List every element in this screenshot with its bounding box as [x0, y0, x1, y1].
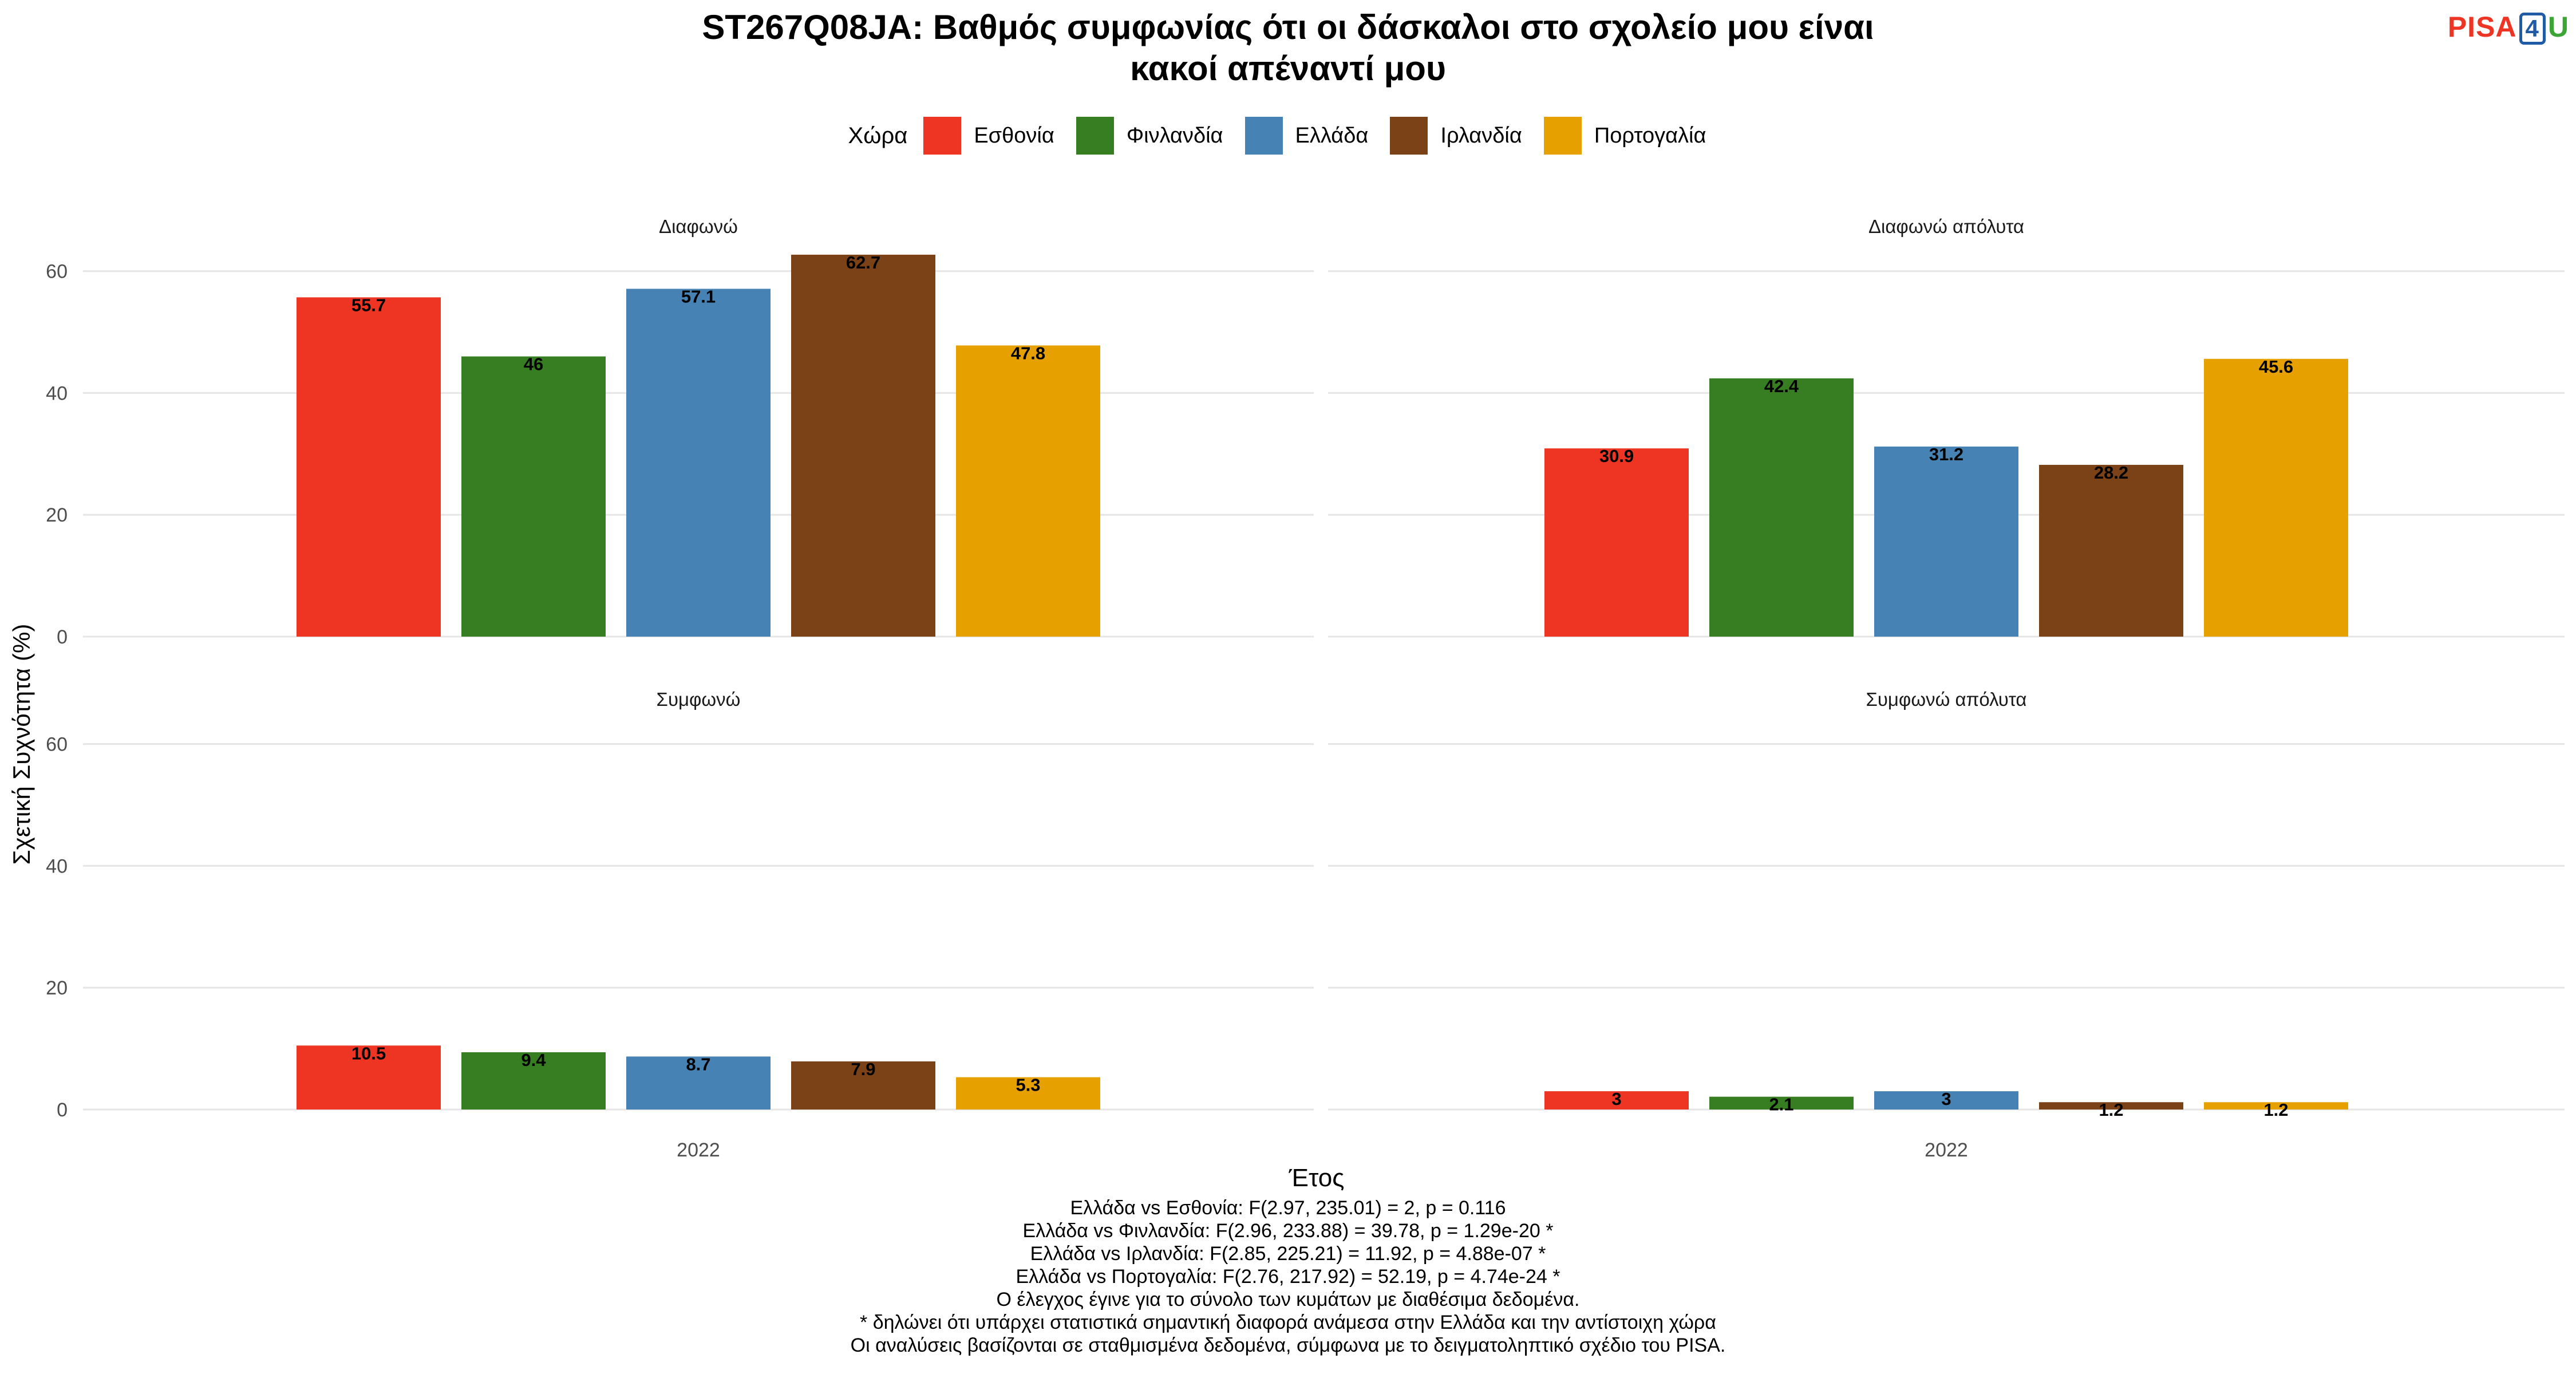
footer-line: Ελλάδα vs Εσθονία: F(2.97, 235.01) = 2, … [1070, 1197, 1506, 1219]
bar-value-label: 57.1 [681, 286, 716, 306]
bar-value-label: 46 [524, 354, 543, 374]
bar-value-label: 1.2 [2263, 1100, 2288, 1120]
chart-title: ST267Q08JA: Βαθμός συμφωνίας ότι οι δάσκ… [0, 7, 2576, 89]
bar-value-label: 9.4 [521, 1050, 546, 1070]
logo-pisa-text: PISA [2447, 11, 2517, 43]
bar [1544, 448, 1689, 637]
panel-title: Διαφωνώ απόλυτα [1868, 216, 2024, 237]
bar-value-label: 55.7 [351, 295, 386, 315]
legend-item: Ιρλανδία [1390, 117, 1526, 155]
bar-value-label: 30.9 [1599, 446, 1634, 466]
bar [1544, 1091, 1689, 1110]
bar-value-label: 8.7 [686, 1054, 710, 1074]
legend-label: Εσθονία [974, 123, 1054, 148]
bar-value-label: 1.2 [2099, 1100, 2123, 1120]
footer-line: Οι αναλύσεις βασίζονται σε σταθμισμένα δ… [850, 1334, 1726, 1356]
bar [2039, 464, 2183, 637]
y-axis-title: Σχετική Συχνότητα (%) [8, 624, 35, 865]
panel-title: Διαφωνώ [659, 216, 738, 237]
chart-footer: Ελλάδα vs Εσθονία: F(2.97, 235.01) = 2, … [0, 1197, 2576, 1357]
legend-label: Πορτογαλία [1594, 123, 1706, 148]
bar [1874, 1091, 2018, 1110]
logo-u-text: U [2547, 11, 2569, 43]
legend-swatch [1244, 117, 1283, 155]
y-tick-label: 20 [46, 977, 68, 999]
bar [626, 289, 771, 637]
bar [1709, 1096, 1854, 1110]
bar-value-label: 2.1 [1769, 1095, 1793, 1115]
bar [297, 1045, 441, 1110]
panel-title: Συμφωνώ [657, 689, 741, 710]
bar-value-label: 10.5 [351, 1043, 386, 1063]
footer-line: Ελλάδα vs Ιρλανδία: F(2.85, 225.21) = 11… [1030, 1243, 1546, 1265]
bar-value-label: 62.7 [846, 252, 880, 273]
legend-swatch [1390, 117, 1428, 155]
footer-line: Ελλάδα vs Φινλανδία: F(2.96, 233.88) = 3… [1022, 1220, 1554, 1242]
legend-label: Ελλάδα [1295, 123, 1369, 148]
legend-swatch [923, 117, 962, 155]
bar [2204, 1102, 2348, 1110]
legend-item: Εσθονία [923, 117, 1058, 155]
legend-item: Ελλάδα [1244, 117, 1373, 155]
legend-title: Χώρα [848, 123, 908, 148]
x-tick-label: 2022 [677, 1139, 720, 1161]
footer-line: Ο έλεγχος έγινε για το σύνολο των κυμάτω… [996, 1289, 1580, 1310]
bar [791, 1061, 935, 1110]
bar-value-label: 28.2 [2094, 463, 2128, 483]
bar [297, 297, 441, 637]
bar-value-label: 45.6 [2259, 357, 2293, 377]
bar [461, 1052, 606, 1110]
bar-value-label: 47.8 [1011, 343, 1045, 363]
footer-line: * δηλώνει ότι υπάρχει στατιστικά σημαντι… [860, 1312, 1716, 1333]
legend-swatch [1543, 117, 1582, 155]
bar [1709, 378, 1854, 637]
panel-title: Συμφωνώ απόλυτα [1866, 689, 2026, 710]
y-tick-label: 20 [46, 504, 68, 526]
bar-value-label: 31.2 [1929, 444, 1963, 464]
y-tick-label: 0 [57, 1099, 68, 1121]
logo-four-text: 4 [2519, 13, 2546, 45]
pisa4u-logo: PISA 4 U [2448, 10, 2569, 45]
legend-item: Φινλανδία [1076, 117, 1228, 155]
y-tick-label: 40 [46, 855, 68, 877]
bar [2039, 1102, 2183, 1110]
legend-label: Ιρλανδία [1440, 123, 1522, 148]
chart-title-line1: ST267Q08JA: Βαθμός συμφωνίας ότι οι δάσκ… [702, 8, 1874, 46]
x-tick-label: 2022 [1925, 1139, 1968, 1161]
chart-title-line2: κακοί απέναντί μου [1130, 49, 1446, 88]
legend-swatch [1076, 117, 1114, 155]
bar [1874, 447, 2018, 637]
bar [2204, 358, 2348, 637]
legend-label: Φινλανδία [1126, 123, 1223, 148]
x-axis-title: Έτος [1289, 1164, 1345, 1192]
bar-value-label: 3 [1941, 1089, 1951, 1109]
y-tick-label: 40 [46, 382, 68, 404]
bar-value-label: 42.4 [1764, 376, 1799, 396]
bar-value-label: 7.9 [851, 1059, 875, 1079]
bar [626, 1056, 771, 1110]
y-tick-label: 60 [46, 734, 68, 756]
y-tick-label: 0 [57, 626, 68, 648]
bar-value-label: 5.3 [1016, 1075, 1040, 1095]
bar-value-label: 3 [1611, 1089, 1621, 1109]
legend-item: Πορτογαλία [1543, 117, 1711, 155]
bar [956, 345, 1100, 637]
y-tick-label: 60 [46, 261, 68, 283]
footer-line: Ελλάδα vs Πορτογαλία: F(2.76, 217.92) = … [1016, 1266, 1560, 1288]
legend: Χώρα Εσθονία Φινλανδία Ελλάδα Ιρλανδία Π… [0, 117, 2576, 155]
bar [791, 254, 935, 637]
bar [956, 1077, 1100, 1110]
bar [461, 356, 606, 637]
